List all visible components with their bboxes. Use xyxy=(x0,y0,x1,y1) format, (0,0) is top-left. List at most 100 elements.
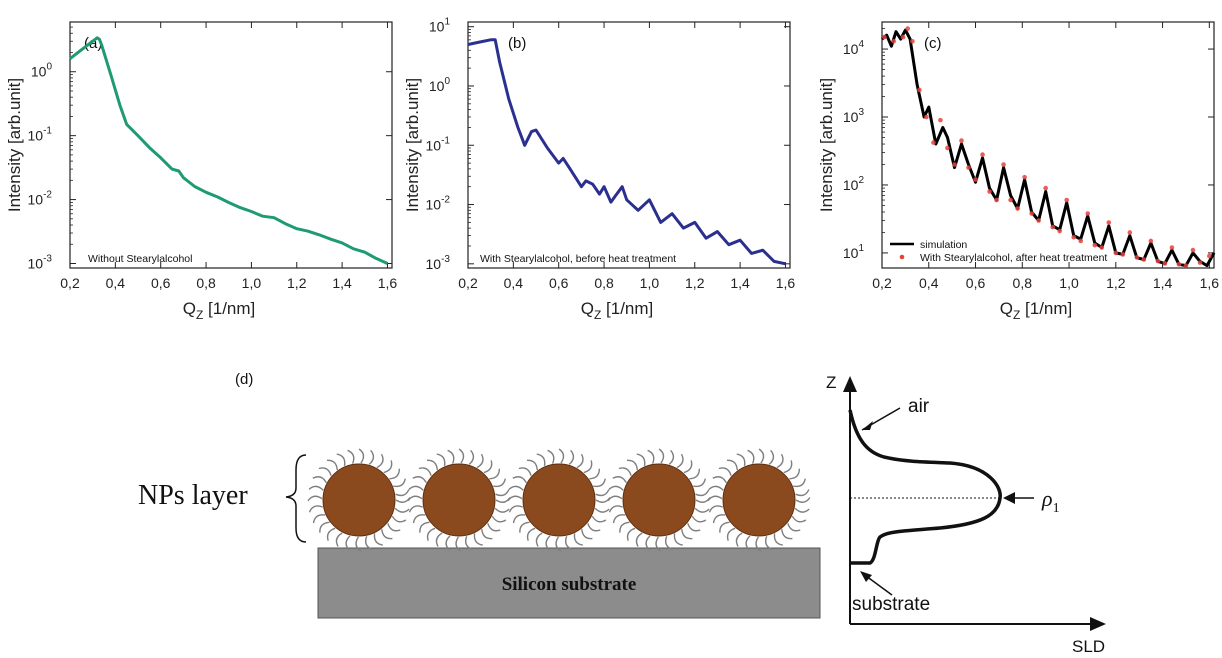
nanoparticle xyxy=(607,448,711,552)
ligand xyxy=(687,523,701,532)
x-tick-label: 0,8 xyxy=(196,275,216,291)
data-point xyxy=(1207,253,1212,259)
ligand xyxy=(387,523,401,532)
x-tick-label: 0,6 xyxy=(966,275,986,291)
ligand xyxy=(726,459,738,471)
nanoparticle xyxy=(507,448,611,552)
ligand xyxy=(694,507,710,513)
ligand xyxy=(494,507,510,513)
ligand xyxy=(383,460,393,474)
data-point xyxy=(931,140,936,145)
series-line xyxy=(881,28,1216,268)
ligand xyxy=(535,532,543,547)
x-axis-title: QZ [1/nm] xyxy=(1000,299,1073,322)
ligand xyxy=(426,527,436,541)
ligand xyxy=(708,485,724,491)
ligand xyxy=(608,485,624,491)
data-point xyxy=(1071,234,1077,240)
ligand xyxy=(787,523,801,532)
sld-profile xyxy=(848,409,1002,565)
y-tick-label: 100 xyxy=(429,76,451,94)
x-tick-label: 1,6 xyxy=(776,275,796,291)
x-axis-title: SLD xyxy=(1072,637,1105,656)
particle-core xyxy=(622,463,696,537)
rho-label: ρ1 xyxy=(1041,486,1060,516)
data-point xyxy=(882,34,887,40)
ligand xyxy=(326,459,338,471)
data-point xyxy=(1197,260,1203,265)
layer-bracket xyxy=(285,454,307,543)
x-tick-label: 0,4 xyxy=(919,275,939,291)
ligand xyxy=(693,478,706,488)
ligand xyxy=(681,529,693,540)
ligand xyxy=(608,505,623,513)
ligand xyxy=(426,459,438,471)
ligand xyxy=(345,535,351,551)
y-axis-arrow xyxy=(843,376,857,392)
substrate-arrowhead xyxy=(860,571,872,582)
x-tick-label: 1,4 xyxy=(730,275,750,291)
ligand xyxy=(618,467,632,476)
data-point xyxy=(1162,261,1168,266)
ligand xyxy=(719,521,730,533)
data-point xyxy=(1050,224,1055,230)
y-tick-label: 10-1 xyxy=(426,135,451,153)
plot-frame xyxy=(881,21,1215,269)
ligand xyxy=(358,448,365,464)
ligand xyxy=(745,535,751,551)
ligand xyxy=(308,485,324,491)
ligand xyxy=(695,489,710,497)
legend-swatch xyxy=(899,254,905,260)
ligand xyxy=(626,459,638,471)
data-point xyxy=(917,87,922,93)
ligand xyxy=(489,468,501,480)
x-tick-label: 0,6 xyxy=(549,275,569,291)
ligand xyxy=(791,515,807,523)
y-tick-label: 103 xyxy=(843,107,865,125)
data-point xyxy=(1134,255,1140,260)
ligand xyxy=(483,460,493,474)
ligand xyxy=(789,468,801,480)
x-tick-label: 0,4 xyxy=(106,275,126,291)
x-tick-label: 1,2 xyxy=(1106,275,1126,291)
ligand xyxy=(512,476,527,483)
data-point xyxy=(1141,257,1147,262)
ligand xyxy=(795,497,811,503)
ligand xyxy=(393,478,406,488)
ligand xyxy=(555,536,562,552)
x-tick-label: 0,8 xyxy=(1013,275,1033,291)
schematic-panel: (d) Silicon substrate NPs layer Z SLD air ρ1 su… xyxy=(138,371,1106,656)
nanoparticle xyxy=(707,448,811,552)
ligand xyxy=(526,459,538,471)
chart-panel-1: 0,2 0,4 0,6 0,8 1,0 1,2 1,4 1,6 10-3 10-2 10-1 100 Q… xyxy=(5,21,397,322)
ligand xyxy=(335,532,343,547)
ligand xyxy=(536,453,546,467)
y-tick-label: 10-1 xyxy=(28,126,53,144)
chart-panel-2: 0,2 0,4 0,6 0,8 1,0 1,2 1,4 1,6 10-3 10-2 10-1 100 1… xyxy=(403,17,795,322)
ligand xyxy=(526,527,536,541)
ligand xyxy=(755,536,762,552)
ligand xyxy=(389,468,401,480)
substrate-block xyxy=(317,547,821,619)
ligand xyxy=(594,507,610,513)
ligand xyxy=(481,529,493,540)
ligand xyxy=(691,515,707,523)
ligand xyxy=(764,535,773,550)
data-point xyxy=(945,145,950,151)
ligand xyxy=(368,449,375,465)
layer-label: NPs layer xyxy=(138,480,248,511)
ligand xyxy=(391,515,407,523)
ligand xyxy=(795,489,810,497)
ligand xyxy=(619,521,630,533)
x-tick-label: 1,4 xyxy=(1153,275,1173,291)
ligand xyxy=(307,495,323,502)
ligand xyxy=(508,505,523,513)
x-tick-label: 1,2 xyxy=(287,275,307,291)
ligand xyxy=(676,453,684,469)
ligand xyxy=(776,453,784,469)
ligand xyxy=(418,467,432,476)
x-tick-label: 1,0 xyxy=(242,275,262,291)
ligand xyxy=(495,489,510,497)
ligand xyxy=(412,476,427,483)
x-tick-label: 0,2 xyxy=(872,275,892,291)
